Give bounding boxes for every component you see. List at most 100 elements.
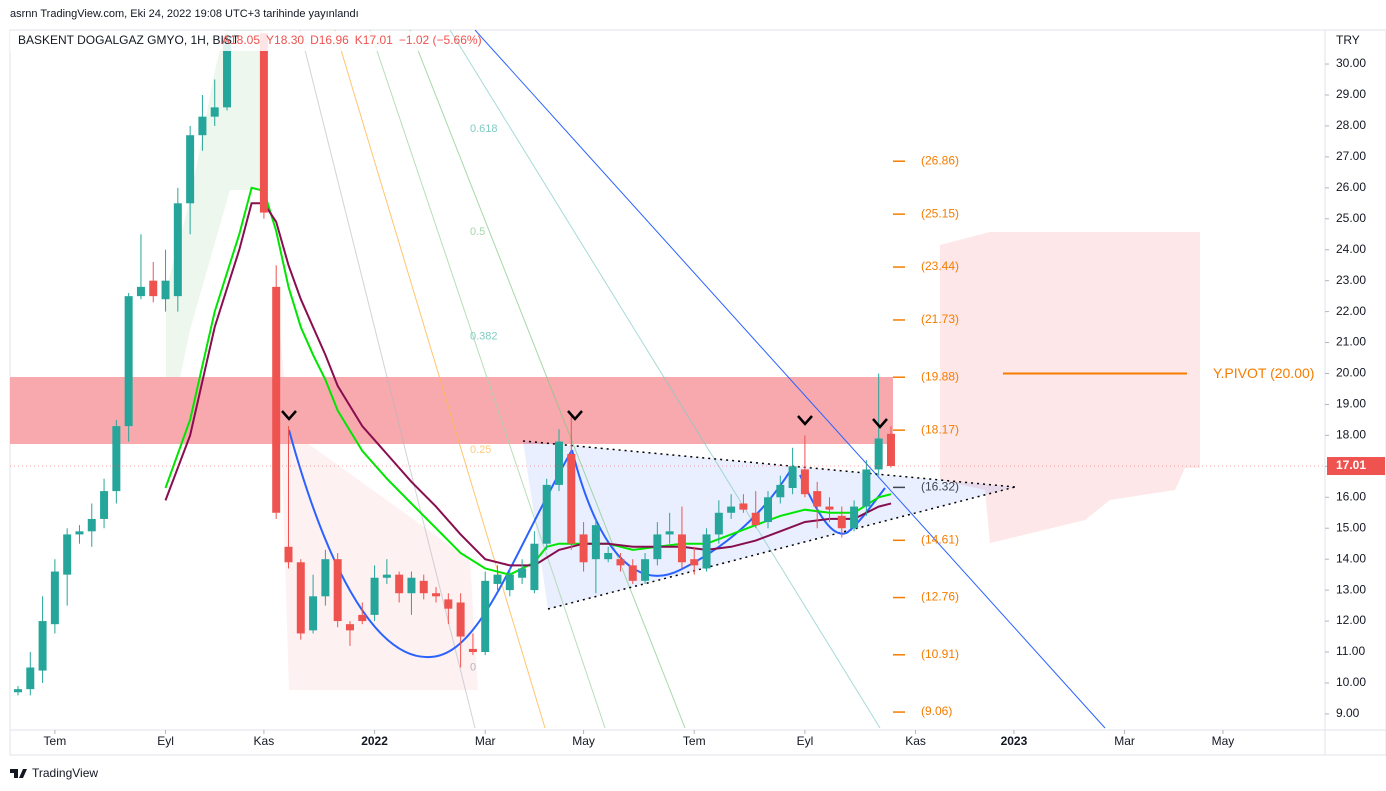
candle-body bbox=[13, 689, 22, 693]
candle-body bbox=[100, 491, 109, 519]
symbol: BASKENT DOGALGAZ GMYO, 1H, BIST bbox=[18, 33, 240, 47]
candle-body bbox=[382, 574, 391, 578]
candle-body bbox=[407, 577, 416, 594]
candle-body bbox=[198, 116, 207, 136]
marks bbox=[13, 33, 895, 696]
candle-body bbox=[370, 577, 379, 615]
brand: TradingView bbox=[32, 766, 98, 780]
x-tick-label: Tem bbox=[44, 734, 67, 748]
pivot-label: (10.91) bbox=[921, 647, 959, 661]
candle-body bbox=[751, 512, 760, 526]
x-tick-label: Kas bbox=[254, 734, 275, 748]
candle-body bbox=[87, 518, 96, 532]
candle-body bbox=[567, 453, 576, 544]
candle-body bbox=[542, 484, 551, 544]
candle-body bbox=[874, 438, 883, 470]
y-tick-label: 24.00 bbox=[1336, 242, 1366, 256]
candle-body bbox=[75, 531, 84, 535]
pivot-label: (25.15) bbox=[921, 206, 959, 220]
y-tick-label: 11.00 bbox=[1336, 644, 1365, 658]
trend-line bbox=[474, 30, 1106, 729]
candle-body bbox=[26, 667, 35, 690]
x-tick-label: Eyl bbox=[157, 734, 174, 748]
x-tick-label: May bbox=[1212, 734, 1235, 748]
candle-body bbox=[518, 568, 527, 578]
candle-body bbox=[591, 525, 600, 560]
fan-line bbox=[299, 30, 476, 729]
y-tick-label: 25.00 bbox=[1336, 211, 1366, 225]
candle-body bbox=[358, 614, 367, 622]
x-tick-label: Kas bbox=[905, 734, 926, 748]
y-tick-label: 16.00 bbox=[1336, 489, 1366, 503]
legend-bg bbox=[10, 31, 450, 51]
candle-body bbox=[259, 33, 268, 213]
x-tick-label: Mar bbox=[475, 734, 496, 748]
x-tick-label: 2023 bbox=[1001, 734, 1028, 748]
candle-body bbox=[173, 203, 182, 297]
fib-label: 0.25 bbox=[470, 444, 491, 456]
candle-body bbox=[505, 574, 514, 591]
y-tick-label: 19.00 bbox=[1336, 397, 1366, 411]
candle-body bbox=[813, 491, 822, 507]
candle-body bbox=[665, 531, 674, 535]
candle-body bbox=[886, 433, 895, 467]
chevron bbox=[797, 415, 813, 426]
currency: TRY bbox=[1336, 33, 1360, 47]
ohlc-value: K17.01 bbox=[355, 33, 393, 47]
y-tick-label: 15.00 bbox=[1336, 520, 1366, 534]
candle-body bbox=[800, 469, 809, 495]
candle-body bbox=[530, 543, 539, 591]
fib-label: 0.5 bbox=[470, 226, 485, 238]
last-price-tag bbox=[1327, 457, 1385, 476]
pivot-label: (21.73) bbox=[921, 312, 959, 326]
candle-body bbox=[149, 280, 158, 297]
y-tick-label: 29.00 bbox=[1336, 87, 1366, 101]
chevron bbox=[567, 410, 583, 421]
candle-body bbox=[38, 621, 47, 671]
y-tick-label: 27.00 bbox=[1336, 149, 1366, 163]
candle-body bbox=[727, 506, 736, 513]
pivot-label: (23.44) bbox=[921, 259, 959, 273]
candle-body bbox=[432, 593, 441, 597]
candle-body bbox=[321, 559, 330, 597]
y-tick-label: 10.00 bbox=[1336, 675, 1366, 689]
candle-body bbox=[677, 534, 686, 563]
yearly-pivot-label: Y.PIVOT (20.00) bbox=[1213, 365, 1314, 381]
y-tick-label: 22.00 bbox=[1336, 304, 1366, 318]
candle-body bbox=[616, 559, 625, 566]
moving-average bbox=[164, 202, 892, 567]
candle-body bbox=[764, 497, 773, 523]
candle-body bbox=[345, 624, 354, 631]
logo: TradingView bbox=[10, 766, 98, 780]
candle-body bbox=[776, 484, 785, 498]
candle-body bbox=[296, 562, 305, 634]
candle-body bbox=[739, 503, 748, 510]
candle-body bbox=[481, 580, 490, 653]
y-tick-label: 30.00 bbox=[1336, 56, 1366, 70]
candle-body bbox=[419, 580, 428, 594]
candle-body bbox=[653, 534, 662, 560]
ohlc-value: Y18.30 bbox=[266, 33, 304, 47]
fan-line bbox=[449, 30, 881, 729]
candle-body bbox=[850, 506, 859, 529]
candle-body bbox=[579, 534, 588, 563]
fib-label: 0.382 bbox=[470, 330, 498, 342]
candle-body bbox=[837, 515, 846, 529]
candle-body bbox=[333, 559, 342, 622]
arc bbox=[288, 429, 573, 659]
y-tick-label: 20.00 bbox=[1336, 366, 1366, 380]
candle-body bbox=[702, 534, 711, 569]
candle-body bbox=[210, 107, 219, 117]
x-tick-label: Mar bbox=[1114, 734, 1135, 748]
candle-body bbox=[223, 36, 232, 108]
ohlc-value: A18.05 bbox=[222, 33, 260, 47]
candle-body bbox=[161, 280, 170, 300]
x-tick-label: Eyl bbox=[797, 734, 814, 748]
candle-body bbox=[309, 596, 318, 631]
fan-line bbox=[334, 30, 546, 729]
candle-body bbox=[112, 426, 121, 492]
candle-body bbox=[272, 286, 281, 513]
candle-body bbox=[862, 469, 871, 507]
chevron bbox=[281, 410, 297, 421]
candle-body bbox=[456, 602, 465, 637]
